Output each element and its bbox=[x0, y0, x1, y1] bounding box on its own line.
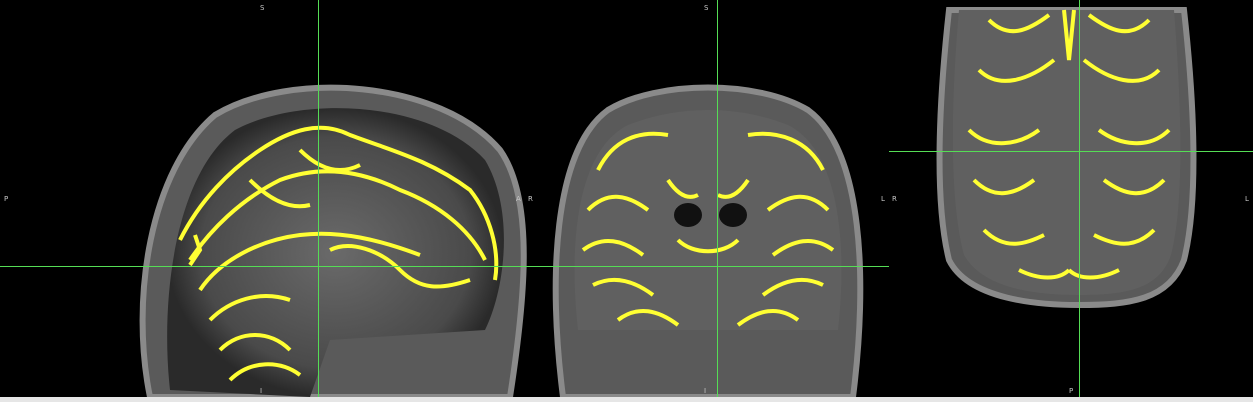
crosshair-vertical bbox=[318, 0, 319, 397]
axial-image bbox=[936, 7, 1197, 309]
crosshair-vertical bbox=[1079, 0, 1080, 397]
orientation-label-left: L bbox=[1245, 195, 1249, 203]
orientation-label-right: R bbox=[528, 195, 533, 203]
axial-view[interactable]: R L P bbox=[889, 0, 1253, 397]
segmentation-overlay bbox=[178, 125, 499, 382]
orientation-label-anterior: A bbox=[516, 195, 521, 203]
segmentation-overlay bbox=[967, 9, 1171, 280]
coronal-image bbox=[552, 84, 864, 397]
segmentation-overlay bbox=[581, 131, 835, 327]
orientation-label-superior: S bbox=[704, 4, 709, 12]
orientation-label-posterior: P bbox=[1069, 387, 1074, 395]
crosshair-horizontal bbox=[528, 266, 889, 267]
orientation-label-posterior: P bbox=[4, 195, 9, 203]
sagittal-image bbox=[139, 84, 527, 397]
crosshair-horizontal bbox=[0, 266, 528, 267]
sagittal-view[interactable]: S P A I bbox=[0, 0, 528, 397]
orientation-label-right: R bbox=[892, 195, 897, 203]
status-bar bbox=[0, 397, 1253, 402]
crosshair-horizontal bbox=[889, 151, 1253, 152]
orientation-label-superior: S bbox=[260, 4, 265, 12]
coronal-view[interactable]: S R L I bbox=[528, 0, 889, 397]
crosshair-vertical bbox=[717, 0, 718, 397]
orientation-label-left: L bbox=[881, 195, 885, 203]
orientation-label-inferior: I bbox=[260, 387, 263, 395]
orientation-label-inferior: I bbox=[704, 387, 707, 395]
